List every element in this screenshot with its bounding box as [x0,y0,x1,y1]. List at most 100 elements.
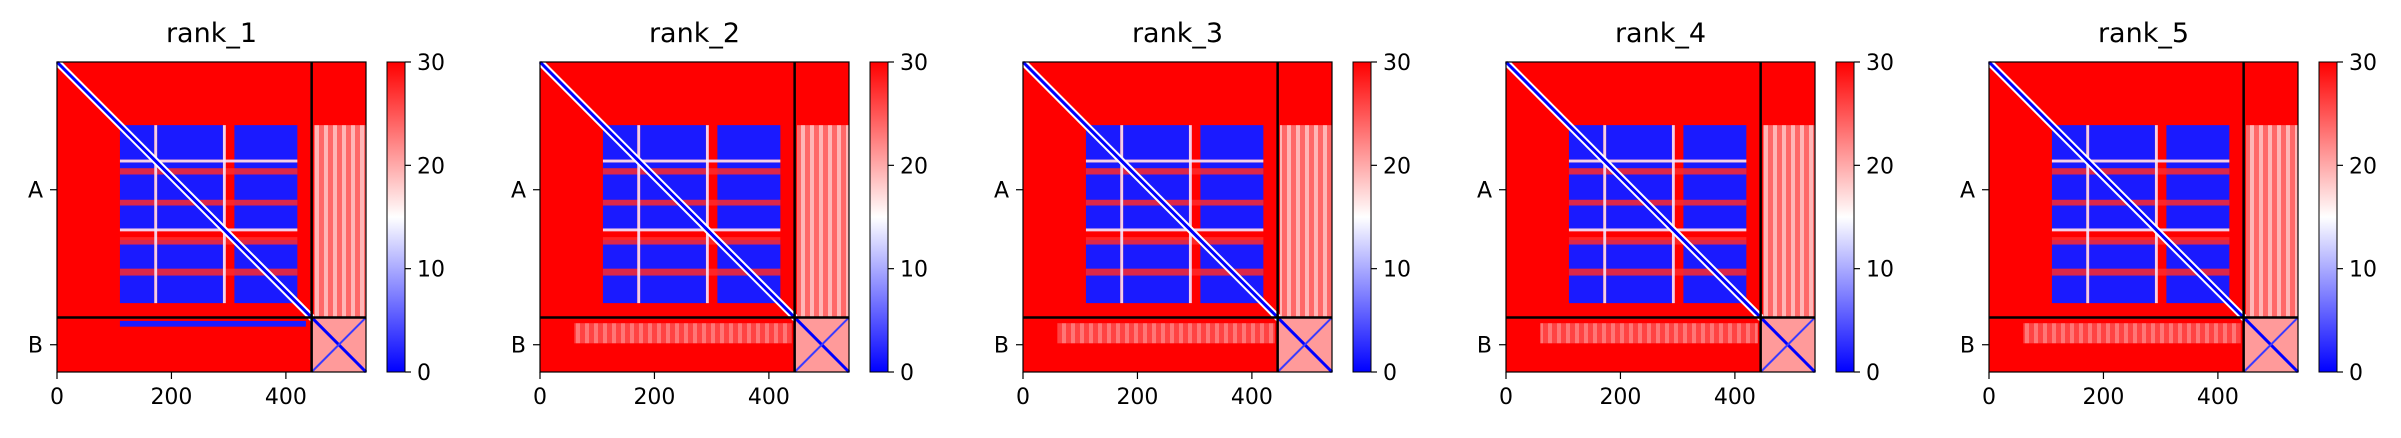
interchain-band-b [574,323,792,344]
interchain-band-b [119,320,306,327]
chain-b-antidiagonal [793,316,850,373]
block-seam [1671,125,1675,304]
colorbar-tick-label: 20 [417,154,445,179]
block-seam [1603,125,1607,304]
colorbar-tick-label: 30 [2349,51,2377,76]
x-tick-label: 0 [533,385,547,410]
y-tick-label: B [1960,334,1975,359]
domain-block [2166,125,2230,160]
error-stripe [602,199,781,206]
block-seam [1568,159,1747,163]
x-tick-label: 0 [50,385,64,410]
colorbar-tick-label: 0 [1383,361,1397,386]
heatmap-panel-3: rank_3 0 200 400 A B 0 10 20 30 [994,18,1411,410]
error-stripe [1085,168,1264,175]
colorbar-tick-label: 10 [900,258,928,283]
interchain-band-a [1762,125,1815,318]
error-stripe [1568,199,1747,206]
heatmap-panel-5: rank_5 0 200 400 A B 0 10 20 30 [1960,18,2377,410]
domain-block [1200,125,1264,160]
x-tick-label: 200 [150,385,192,410]
colorbar-tick-label: 30 [1383,51,1411,76]
y-tick-label: B [511,334,526,359]
domain-block [157,125,223,160]
colorbar-tick-label: 0 [417,361,431,386]
domain-block [234,125,298,160]
colorbar-tick-label: 20 [1383,154,1411,179]
colorbar [1352,61,1372,373]
x-tick-label: 0 [1016,385,1030,410]
error-stripe [1568,237,1747,245]
colorbar [2318,61,2338,373]
error-stripe [2051,268,2230,276]
error-stripe [119,268,298,276]
panel-title: rank_5 [2098,18,2189,49]
error-stripe [1085,199,1264,206]
x-tick-label: 200 [1599,385,1641,410]
heatmap-panel-4: rank_4 0 200 400 A B 0 10 20 30 [1477,18,1894,410]
colorbar-tick-label: 0 [2349,361,2363,386]
error-stripe [119,237,298,245]
x-tick-label: 0 [1499,385,1513,410]
x-tick-label: 200 [1116,385,1158,410]
panel-title: rank_4 [1615,18,1706,49]
x-tick-label: 200 [633,385,675,410]
chain-b-antidiagonal [2242,316,2299,373]
x-tick-label: 400 [748,385,790,410]
domain-block [2089,125,2155,160]
chain-b-antidiagonal [310,316,367,373]
error-stripe [1085,237,1264,245]
x-tick-label: 400 [1714,385,1756,410]
error-stripe [119,199,298,206]
colorbar-tick-label: 20 [900,154,928,179]
interchain-band-b [1540,323,1758,344]
y-tick-label: A [1960,179,1975,204]
block-seam [2051,159,2230,163]
x-tick-label: 200 [2082,385,2124,410]
block-seam [602,159,781,163]
y-tick-label: A [511,179,526,204]
error-stripe [2051,199,2230,206]
error-stripe [602,168,781,175]
panel-title: rank_2 [649,18,740,49]
colorbar [1835,61,1855,373]
error-stripe [1568,168,1747,175]
error-stripe [602,237,781,245]
block-seam [119,228,298,232]
error-stripe [2051,168,2230,175]
x-tick-label: 0 [1982,385,1996,410]
chain-b-antidiagonal [1759,316,1816,373]
panel-title: rank_3 [1132,18,1223,49]
error-stripe [2051,237,2230,245]
interchain-band-a [1279,125,1332,318]
error-stripe [1085,268,1264,276]
colorbar [386,61,406,373]
x-tick-label: 400 [2197,385,2239,410]
y-tick-label: B [994,334,1009,359]
colorbar-tick-label: 10 [1383,258,1411,283]
colorbar-tick-label: 0 [900,361,914,386]
colorbar-tick-label: 0 [1866,361,1880,386]
block-seam [2154,125,2158,304]
block-seam [1085,159,1264,163]
block-seam [1120,125,1124,304]
block-seam [2086,125,2090,304]
block-seam [1568,228,1747,232]
colorbar-tick-label: 30 [417,51,445,76]
axes-frame [1505,61,1816,373]
block-seam [222,125,226,304]
domain-block [1123,125,1189,160]
panel-title: rank_1 [166,18,257,49]
block-seam [602,228,781,232]
y-tick-label: A [28,179,43,204]
colorbar-tick-label: 30 [900,51,928,76]
error-stripe [1568,268,1747,276]
colorbar-tick-label: 30 [1866,51,1894,76]
y-tick-label: A [994,179,1009,204]
axes-frame [1022,61,1333,373]
chain-b-antidiagonal [1276,316,1333,373]
y-tick-label: A [1477,179,1492,204]
interchain-band-a [796,125,849,318]
heatmap-panel-1: rank_1 0 200 400 A B 0 10 20 30 [28,18,445,410]
